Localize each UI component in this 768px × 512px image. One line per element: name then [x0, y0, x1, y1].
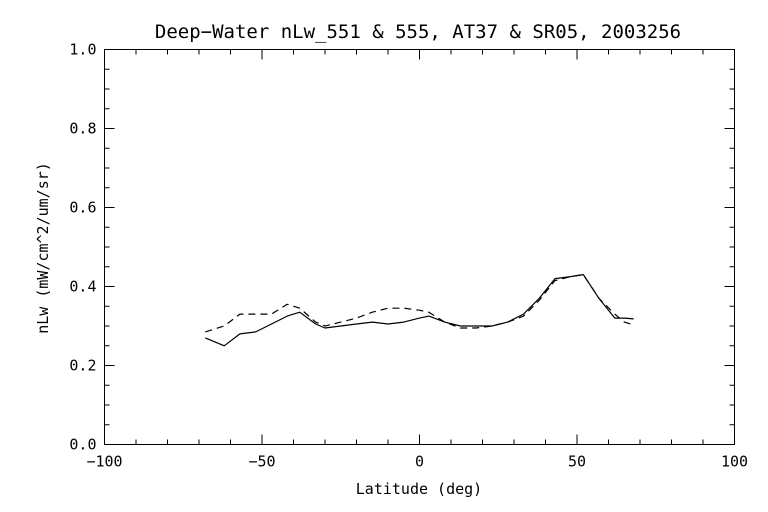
x-tick-label: −50 — [248, 453, 275, 471]
y-tick-label: 1.0 — [69, 41, 96, 59]
y-tick-label: 0.8 — [69, 120, 96, 138]
series-line-dashed — [205, 274, 631, 333]
x-axis-label: Latitude (deg) — [356, 480, 482, 498]
y-tick-label: 0.0 — [69, 436, 96, 454]
chart-title: Deep−Water nLw_551 & 555, AT37 & SR05, 2… — [155, 21, 681, 43]
y-axis-ticks — [104, 49, 735, 445]
x-tick-label: 100 — [721, 453, 748, 471]
y-tick-label: 0.2 — [69, 357, 96, 375]
y-axis-label: nLw (mW/cm^2/um/sr) — [34, 162, 52, 334]
y-tick-label: 0.4 — [69, 278, 96, 296]
x-axis-tick-labels: −100 −50 0 50 100 — [86, 453, 748, 471]
y-tick-label: 0.6 — [69, 199, 96, 217]
series-line-solid — [205, 274, 634, 347]
y-axis-tick-labels: 0.0 0.2 0.4 0.6 0.8 1.0 — [69, 41, 96, 454]
x-tick-label: 50 — [568, 453, 586, 471]
plot-frame — [104, 49, 735, 445]
x-tick-label: −100 — [86, 453, 122, 471]
x-axis-ticks — [104, 49, 735, 445]
x-tick-label: 0 — [415, 453, 424, 471]
series-layer — [205, 274, 634, 347]
